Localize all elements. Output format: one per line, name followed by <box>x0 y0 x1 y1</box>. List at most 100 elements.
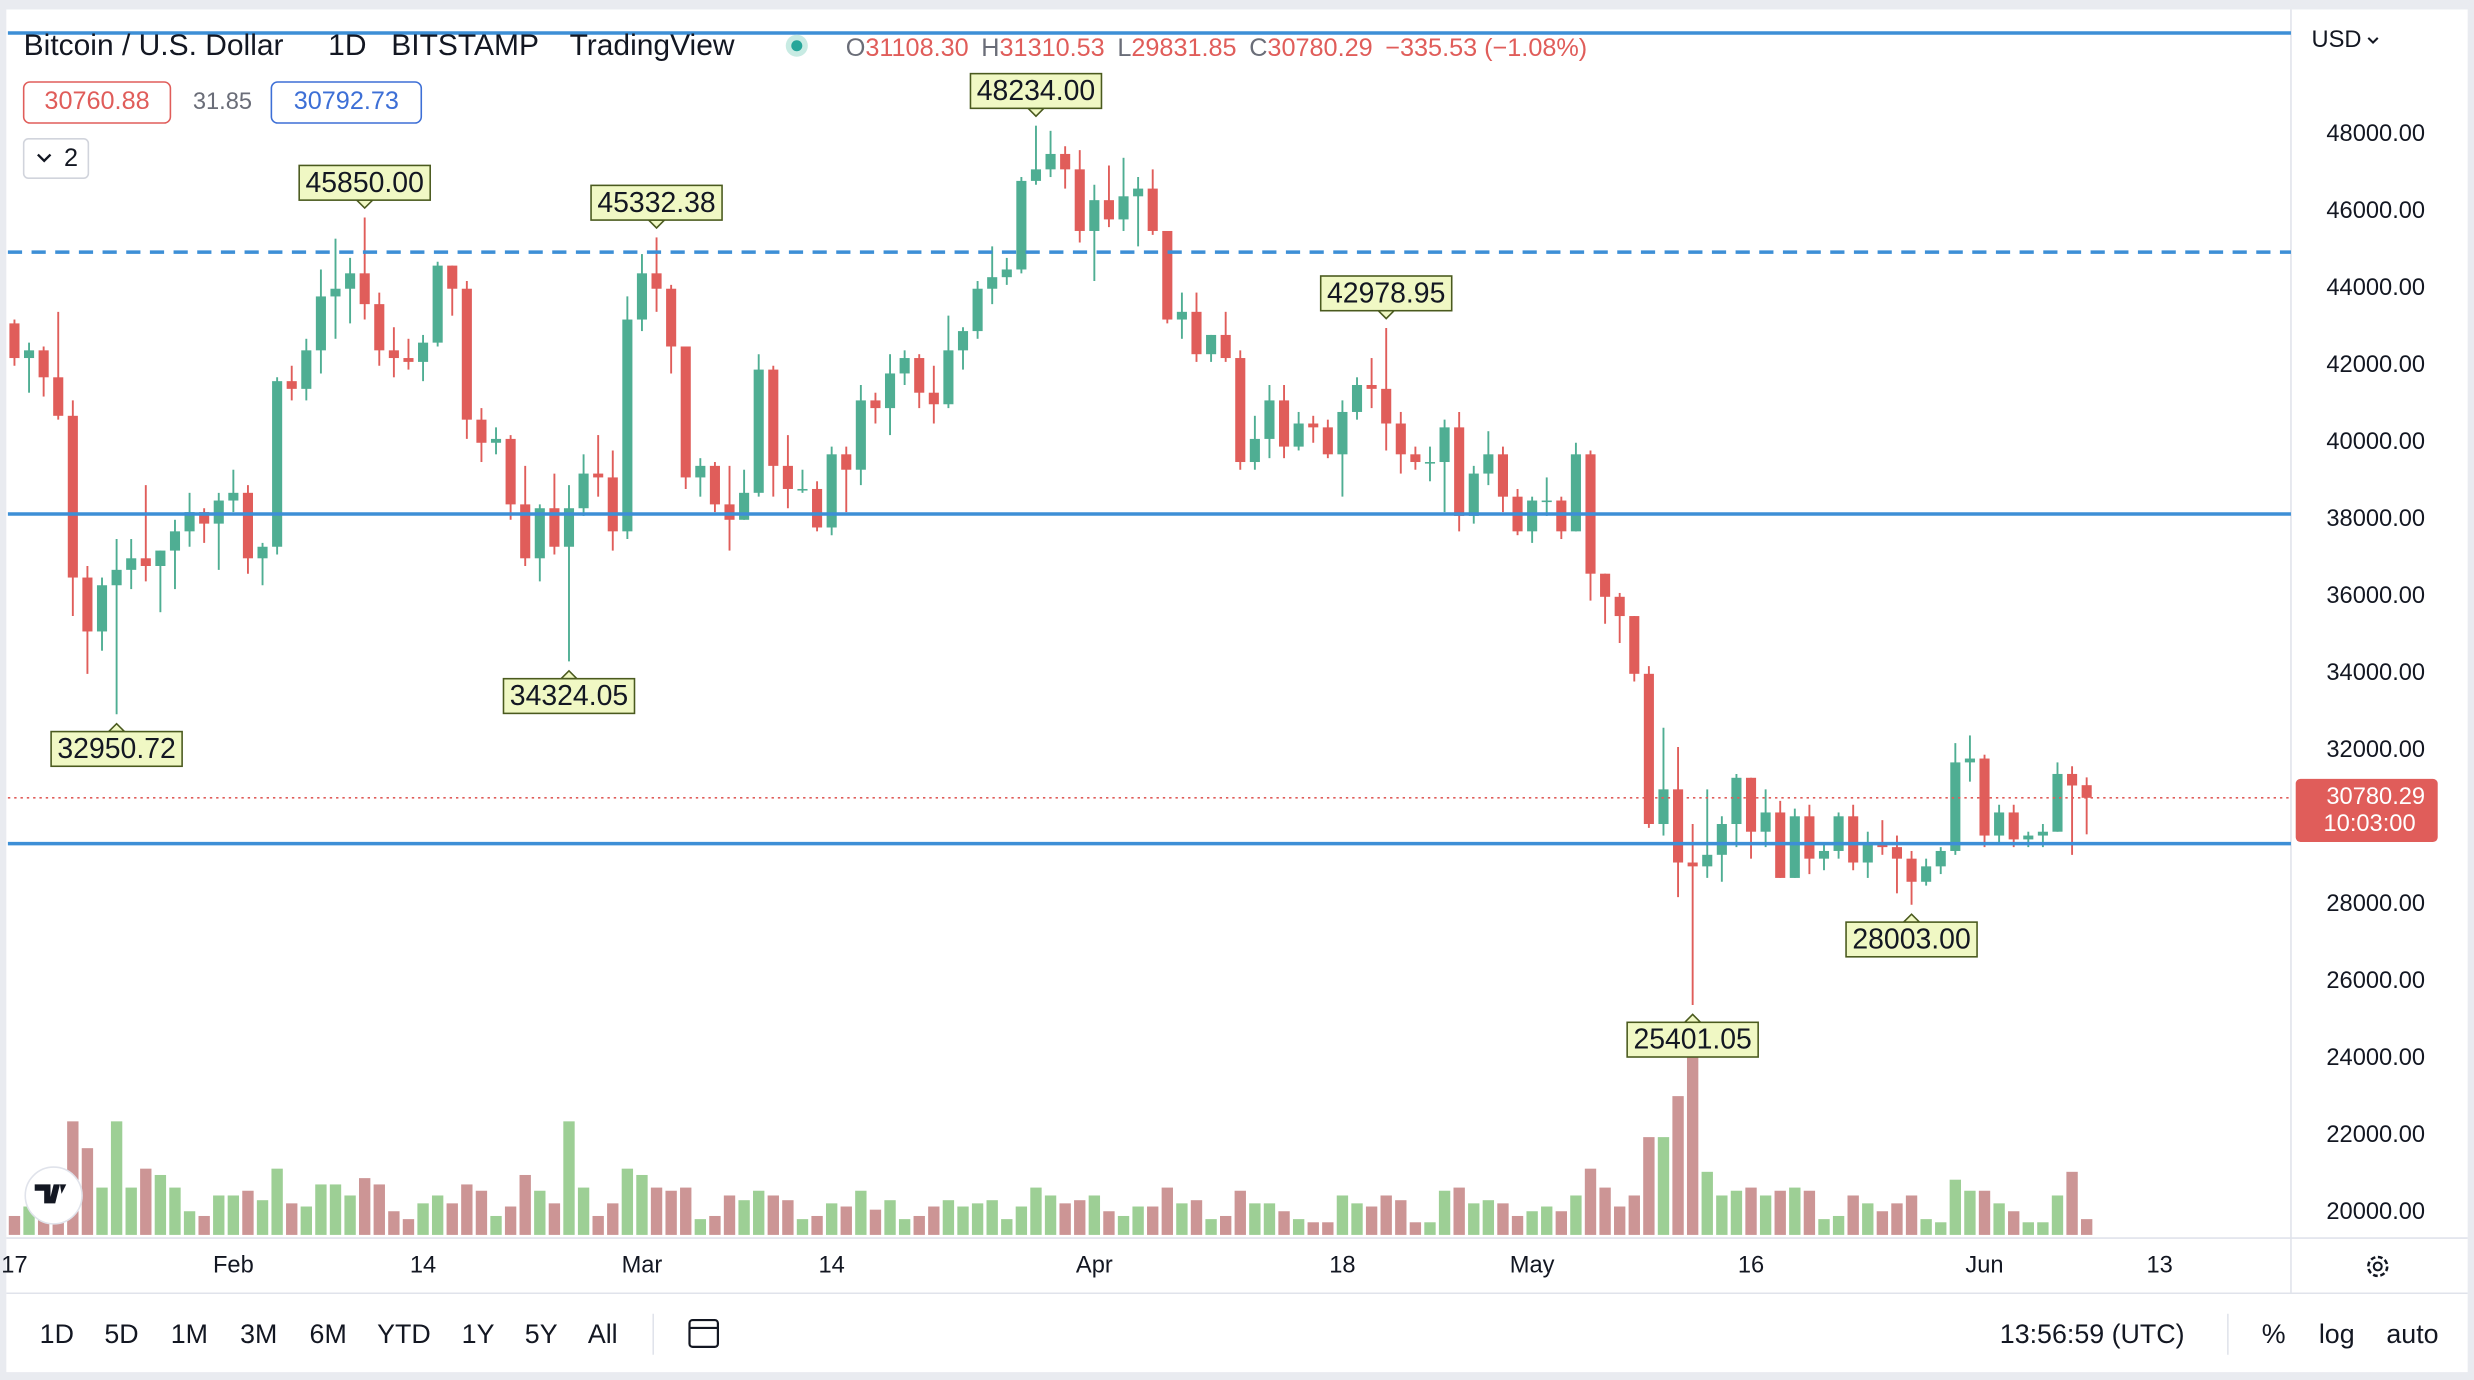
volume-bar <box>1628 1195 1640 1235</box>
bid-box[interactable] <box>22 81 172 124</box>
range-button[interactable]: 1Y <box>462 1319 495 1349</box>
volume-bar <box>767 1195 779 1235</box>
candle-body <box>1366 385 1377 389</box>
price-annotation[interactable]: 34324.05 <box>502 669 636 715</box>
range-button[interactable]: 1D <box>40 1319 74 1349</box>
candle-body <box>841 454 852 470</box>
price-annotation[interactable]: 32950.72 <box>50 722 183 768</box>
candle-body <box>1133 188 1144 197</box>
volume-bar <box>1818 1219 1830 1235</box>
volume-bar <box>825 1203 838 1235</box>
scale-option[interactable]: auto <box>2386 1319 2438 1349</box>
scale-option[interactable]: % <box>2262 1319 2286 1349</box>
currency[interactable]: USD <box>2311 27 2361 53</box>
volume-bar <box>1307 1222 1319 1235</box>
range-button[interactable]: 6M <box>310 1319 347 1349</box>
candle-body <box>2081 785 2092 798</box>
volume-bar <box>2051 1195 2064 1235</box>
candle-body <box>242 492 253 559</box>
volume-bar <box>1249 1203 1261 1235</box>
range-button[interactable]: 5Y <box>525 1319 558 1349</box>
volume-bar <box>2080 1219 2093 1235</box>
candle-body <box>578 473 589 509</box>
candle-body <box>432 265 443 343</box>
volume-bar <box>315 1184 327 1235</box>
y-tick-label: 20000.00 <box>2326 1199 2425 1225</box>
volume-bar <box>1657 1137 1670 1235</box>
candle-body <box>53 377 64 416</box>
symbol-title: Bitcoin / U.S. Dollar <box>24 29 284 62</box>
price-annotation[interactable]: 45850.00 <box>298 164 431 210</box>
candle-body <box>272 381 283 547</box>
price-annotation[interactable]: 42978.95 <box>1319 275 1453 320</box>
bar-countdown: 10:03:00 <box>2324 811 2416 837</box>
ask-box[interactable] <box>270 81 423 124</box>
ohlc-legend: O31108.30 H31310.53 L29831.85 C30780.29 −335… <box>846 34 1588 62</box>
y-tick-label: 46000.00 <box>2326 198 2425 224</box>
volume-bar <box>344 1195 356 1235</box>
settings-icon[interactable] <box>2367 1255 2389 1278</box>
ohlc-key: O <box>846 34 866 62</box>
x-tick-label: Mar <box>622 1253 663 1279</box>
candle-body <box>1804 816 1815 859</box>
price-annotation[interactable]: 45332.38 <box>590 184 723 230</box>
ask: 30792.73 <box>294 87 399 115</box>
volume-bar <box>971 1203 984 1235</box>
volume-bar <box>1103 1211 1115 1235</box>
volume-bar <box>227 1195 240 1235</box>
y-tick-label: 44000.00 <box>2326 275 2425 301</box>
volume-bar <box>1497 1203 1509 1235</box>
volume-bar <box>1132 1206 1144 1235</box>
candle-body <box>1964 758 1975 763</box>
y-tick-label: 28000.00 <box>2326 891 2425 917</box>
candle-body <box>1891 847 1903 859</box>
candle-body <box>1468 473 1479 516</box>
candle-body <box>1424 462 1436 464</box>
candle-body <box>680 346 691 478</box>
candle-body <box>1906 858 1917 882</box>
volume-bar <box>1672 1096 1684 1235</box>
volume-bar <box>1716 1195 1728 1235</box>
candle-body <box>709 465 720 505</box>
price-annotation[interactable]: 48234.00 <box>969 72 1103 118</box>
volume-bar <box>475 1190 488 1235</box>
candle-body <box>1060 153 1071 170</box>
price-annotation[interactable]: 28003.00 <box>1845 913 1978 958</box>
last-price: 30780.29 <box>2326 784 2425 810</box>
price-annotation[interactable]: 25401.05 <box>1626 1013 1759 1058</box>
volume-bar <box>1190 1200 1203 1235</box>
range-button[interactable]: YTD <box>377 1319 431 1349</box>
volume-bar <box>563 1121 575 1235</box>
candle-body <box>549 508 560 547</box>
candle-body <box>1337 411 1348 455</box>
candle-body <box>155 550 166 566</box>
range-button[interactable]: 1M <box>171 1319 208 1349</box>
volume-bar <box>402 1219 415 1235</box>
ohlc-key: H <box>981 34 999 62</box>
chevron <box>37 153 52 163</box>
volume-bar <box>1862 1203 1874 1235</box>
annotation-label: 48234.00 <box>977 75 1095 107</box>
candle-body <box>855 400 866 470</box>
ohlc-value: 29831.85 <box>1131 34 1236 62</box>
volume-bar <box>154 1174 167 1235</box>
volume-bar <box>811 1215 823 1235</box>
range-button[interactable]: All <box>588 1319 618 1349</box>
y-tick-label: 48000.00 <box>2326 121 2425 147</box>
candle-body <box>1600 573 1611 597</box>
date-range-icon[interactable] <box>688 1318 720 1348</box>
volume-bar <box>300 1206 312 1235</box>
clock[interactable]: 13:56:59 (UTC) <box>2000 1319 2185 1349</box>
indicators-toggle[interactable] <box>22 138 90 180</box>
x-tick-label: 18 <box>1329 1253 1355 1279</box>
volume-bar <box>1205 1219 1217 1235</box>
volume-bar <box>1059 1203 1071 1235</box>
range-button[interactable]: 3M <box>240 1319 277 1349</box>
volume-bar <box>592 1215 604 1235</box>
range-button[interactable]: 5D <box>104 1319 138 1349</box>
candle-body <box>2067 773 2078 786</box>
scale-option[interactable]: log <box>2319 1319 2355 1349</box>
volume-bar <box>928 1206 940 1235</box>
candle-body <box>972 288 983 332</box>
interval[interactable]: 1D <box>328 29 366 62</box>
